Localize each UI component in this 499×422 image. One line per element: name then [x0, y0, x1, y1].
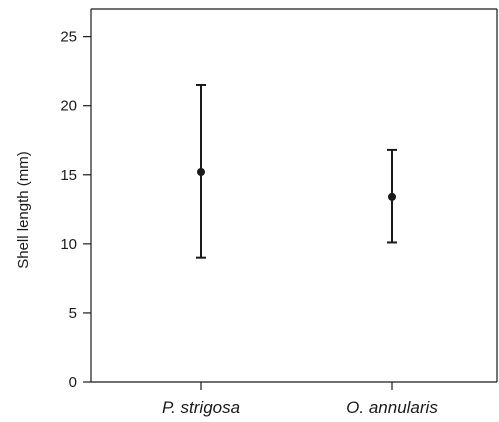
y-tick-label: 15: [60, 167, 77, 184]
mean-point: [197, 168, 205, 177]
y-tick-label: 25: [60, 29, 77, 46]
y-tick-label: 20: [60, 98, 77, 115]
y-tick-label: 0: [69, 374, 77, 391]
x-tick-label: P. strigosa: [162, 398, 240, 417]
y-tick-label: 5: [69, 305, 77, 322]
plot-frame: [90, 8, 498, 383]
mean-point: [388, 192, 396, 201]
data-marks: [196, 83, 397, 259]
y-tick-label: 10: [60, 236, 77, 253]
y-axis-title: Shell length (mm): [15, 151, 32, 269]
y-axis: 0 5 10 15 20 25: [60, 29, 91, 391]
x-axis: P. strigosa O. annularis: [162, 382, 438, 417]
x-tick-label: O. annularis: [346, 398, 438, 417]
